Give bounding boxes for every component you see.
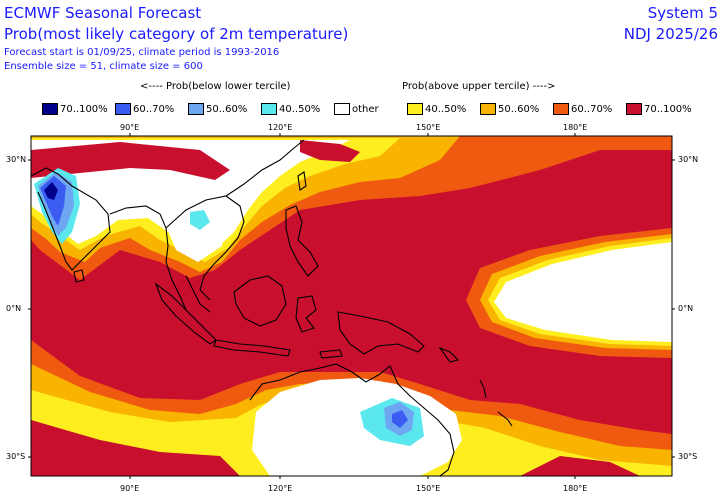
legend-item-below-50-60: 50..60% (188, 103, 261, 115)
field-70-100-above-strip2 (300, 140, 360, 162)
field-other-east (494, 242, 672, 342)
legend-above-header: Prob(above upper tercile) ----> (402, 81, 556, 92)
legend-label: 50..60% (206, 103, 248, 115)
legend-label: 40..50% (425, 103, 467, 115)
map-frame (30, 135, 673, 477)
field-other-australia (252, 378, 462, 476)
coast-new-caledonia (497, 411, 513, 427)
lon-tick-top: 120°E (268, 123, 293, 132)
lat-tick-right: 30°N (678, 155, 699, 164)
lat-tick-left: 30°S (6, 452, 26, 461)
period-label: NDJ 2025/26 (623, 25, 718, 43)
ensemble-size-line: Ensemble size = 51, climate size = 600 (4, 61, 203, 72)
legend-item-above-70-100: 70..100% (626, 103, 704, 115)
forecast-subtitle: Prob(most likely category of 2m temperat… (4, 25, 349, 43)
forecast-start-line: Forecast start is 01/09/25, climate peri… (4, 47, 280, 58)
coast-taiwan (297, 171, 307, 191)
lat-tick-right: 30°S (678, 452, 698, 461)
legend-label: other (352, 103, 379, 115)
legend-swatch (553, 103, 569, 115)
lat-tick-right: 0°N (678, 304, 694, 313)
field-other-indochina (160, 192, 226, 262)
field-70-100-above-south-strip (31, 420, 240, 476)
legend-item-below-40-50: 40..50% (261, 103, 334, 115)
system-label: System 5 (647, 4, 718, 22)
lon-tick-bottom: 120°E (268, 484, 293, 493)
coast-australia (249, 363, 455, 476)
lon-tick-top: 180°E (563, 123, 588, 132)
legend-swatch (407, 103, 423, 115)
field-70-100-above-strip (31, 142, 230, 180)
coast-new-guinea (337, 311, 425, 355)
coast-india (31, 167, 111, 271)
coastlines (31, 139, 513, 476)
legend-label: 50..60% (498, 103, 540, 115)
lon-tick-bottom: 180°E (563, 484, 588, 493)
legend-item-above-50-60: 50..60% (480, 103, 553, 115)
coast-indochina (165, 195, 245, 301)
lon-tick-top: 150°E (416, 123, 441, 132)
coast-bay-bengal-north (109, 205, 187, 311)
axis-ticks (28, 133, 675, 479)
lat-tick-left: 30°N (6, 155, 27, 164)
coast-china (225, 139, 305, 197)
lat-tick-left: 0°N (6, 304, 22, 313)
legend-label: 70..100% (60, 103, 108, 115)
legend-swatch (334, 103, 350, 115)
coast-sulawesi (295, 295, 317, 333)
lon-tick-top: 90°E (120, 123, 140, 132)
field-70-100-above-pacific-south (520, 456, 640, 476)
coast-solomon (438, 346, 460, 363)
coast-philippines (285, 205, 319, 277)
legend: 70..100% 60..70% 50..60% 40..50% other 4… (42, 102, 704, 116)
coast-java (213, 339, 291, 357)
legend-item-below-70-100: 70..100% (42, 103, 115, 115)
legend-swatch (188, 103, 204, 115)
legend-swatch (480, 103, 496, 115)
legend-label: 70..100% (644, 103, 692, 115)
coast-timor (319, 349, 343, 359)
legend-item-above-40-50: 40..50% (407, 103, 480, 115)
legend-item-other: other (334, 103, 407, 115)
field-40-50-below-indochina (190, 210, 210, 230)
legend-label: 60..70% (133, 103, 175, 115)
coast-vanuatu (479, 379, 487, 399)
lon-tick-bottom: 90°E (120, 484, 140, 493)
coast-malaysia (185, 275, 211, 313)
field-70-100-below-india (44, 182, 58, 200)
coast-sri-lanka (73, 269, 85, 283)
legend-swatch (115, 103, 131, 115)
coast-sumatra (154, 282, 217, 345)
probability-field (31, 136, 672, 476)
legend-below-header: <---- Prob(below lower tercile) (140, 81, 291, 92)
legend-swatch (626, 103, 642, 115)
legend-swatch (42, 103, 58, 115)
forecast-title: ECMWF Seasonal Forecast (4, 4, 202, 22)
legend-swatch (261, 103, 277, 115)
coast-borneo (233, 275, 287, 327)
legend-label: 40..50% (279, 103, 321, 115)
legend-label: 60..70% (571, 103, 613, 115)
lon-tick-bottom: 150°E (416, 484, 441, 493)
field-60-70-below-australia (392, 410, 408, 428)
legend-item-below-60-70: 60..70% (115, 103, 188, 115)
legend-item-above-60-70: 60..70% (553, 103, 626, 115)
